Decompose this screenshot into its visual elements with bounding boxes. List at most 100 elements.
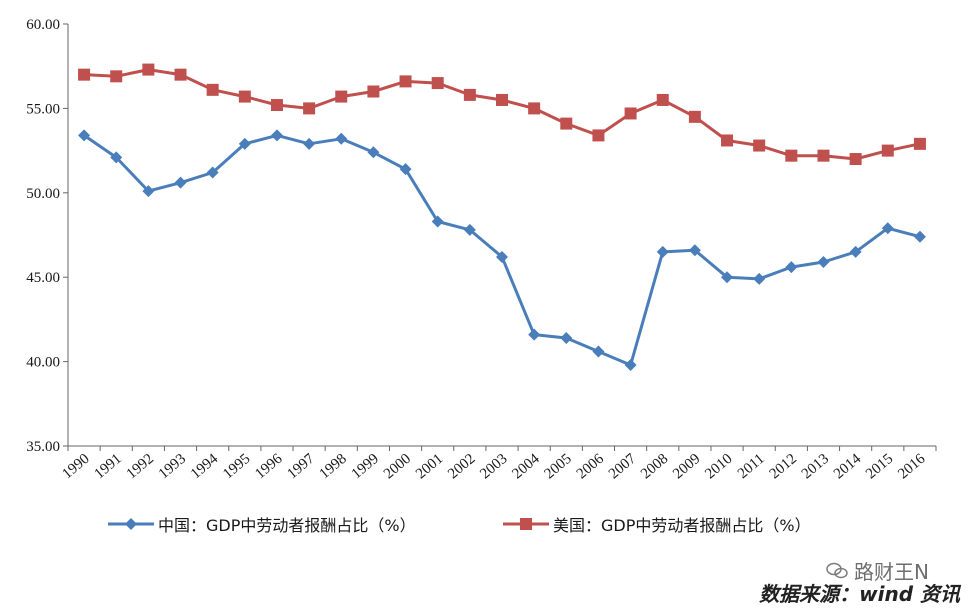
data-point-china: [560, 331, 573, 344]
x-tick-label: 2003: [477, 451, 510, 483]
legend: 中国：GDP中劳动者报酬占比（%） 美国：GDP中劳动者报酬占比（%）: [0, 512, 974, 542]
data-point-china: [399, 163, 412, 176]
data-point-usa: [592, 129, 605, 142]
data-point-usa: [881, 144, 894, 157]
data-point-china: [206, 166, 219, 179]
data-point-usa: [560, 117, 573, 130]
data-point-usa: [463, 88, 476, 101]
x-tick-label: 2016: [895, 450, 929, 482]
data-point-usa: [303, 102, 316, 115]
legend-label-china: 中国：GDP中劳动者报酬占比（%）: [158, 516, 416, 535]
data-point-usa: [688, 110, 701, 123]
data-point-usa: [721, 134, 734, 147]
data-point-usa: [335, 90, 348, 103]
y-tick-label: 45.00: [26, 270, 60, 286]
series-line-usa: [84, 68, 921, 161]
legend-item-china: 中国：GDP中劳动者报酬占比（%）: [108, 512, 416, 536]
watermark-text: 路财王N: [854, 560, 929, 584]
data-point-usa: [624, 107, 637, 120]
data-point-china: [335, 132, 348, 145]
x-tick-label: 2007: [606, 450, 640, 482]
legend-label-usa: 美国：GDP中劳动者报酬占比（%）: [553, 516, 811, 535]
x-tick-label: 2011: [735, 451, 768, 482]
data-point-china: [367, 146, 380, 159]
x-tick-label: 2008: [638, 451, 671, 483]
data-point-china: [721, 271, 734, 284]
x-tick-label: 2002: [445, 451, 478, 483]
x-tick-label: 2010: [702, 451, 735, 483]
data-point-china: [624, 358, 637, 371]
data-point-usa: [78, 68, 91, 81]
y-tick-label: 60.00: [26, 17, 60, 33]
data-point-china: [496, 250, 508, 263]
data-point-china: [817, 256, 830, 269]
x-tick-label: 1996: [252, 450, 286, 482]
data-point-china: [849, 245, 862, 258]
x-tick-label: 1999: [349, 451, 382, 483]
x-tick-label: 2004: [509, 450, 543, 482]
data-point-china: [656, 245, 669, 258]
legend-swatch-usa: [503, 518, 549, 530]
data-point-usa: [270, 99, 283, 112]
data-point-china: [463, 223, 476, 236]
x-tick-label: 2013: [799, 451, 832, 483]
series-layer: [78, 63, 926, 371]
data-point-usa: [528, 102, 541, 115]
x-tick-label: 1992: [124, 451, 157, 483]
x-tick-label: 1995: [220, 451, 253, 483]
data-point-china: [785, 261, 798, 274]
data-point-usa: [142, 63, 155, 76]
y-tick-label: 50.00: [26, 186, 60, 202]
x-tick-label: 1994: [188, 450, 222, 482]
x-tick-label: 1990: [59, 451, 92, 483]
data-point-usa: [913, 137, 926, 150]
x-tick-label: 2001: [413, 451, 446, 483]
source-note: 数据来源：wind 资讯: [759, 582, 960, 606]
data-point-usa: [431, 77, 444, 90]
x-tick-label: 1993: [156, 451, 189, 483]
x-tick-label: 2000: [381, 451, 414, 483]
y-tick-label: 55.00: [26, 101, 60, 117]
x-tick-label: 2009: [670, 451, 703, 483]
data-point-china: [142, 185, 155, 198]
data-point-china: [78, 129, 91, 142]
data-point-usa: [496, 93, 508, 106]
x-tick-label: 2014: [831, 450, 865, 482]
data-point-china: [881, 222, 894, 235]
x-tick-label: 1991: [92, 451, 125, 483]
data-point-china: [270, 129, 283, 142]
y-tick-label: 35.00: [26, 439, 60, 455]
data-point-usa: [238, 90, 251, 103]
legend-swatch-china: [108, 518, 154, 530]
data-point-china: [238, 137, 251, 150]
x-tick-label: 1998: [317, 451, 350, 483]
data-point-china: [688, 244, 701, 257]
data-point-usa: [174, 68, 187, 81]
data-point-china: [913, 230, 926, 243]
data-point-usa: [206, 83, 219, 96]
data-point-china: [431, 215, 444, 228]
data-point-china: [528, 328, 541, 341]
x-tick-label: 2005: [542, 451, 575, 483]
data-point-china: [110, 151, 123, 164]
data-point-china: [753, 272, 766, 285]
data-point-usa: [656, 93, 669, 106]
x-tick-label: 1997: [284, 450, 318, 482]
x-axis: 1990199119921993199419951996199719981999…: [59, 445, 937, 483]
legend-item-usa: 美国：GDP中劳动者报酬占比（%）: [503, 512, 811, 536]
wechat-icon: [826, 562, 848, 578]
x-tick-label: 2015: [863, 451, 896, 483]
data-point-usa: [753, 139, 766, 152]
data-point-china: [592, 345, 605, 358]
data-point-usa: [110, 70, 123, 83]
data-point-usa: [399, 75, 412, 88]
data-point-usa: [817, 149, 830, 162]
data-point-usa: [785, 149, 798, 162]
data-point-china: [174, 176, 187, 189]
watermark: 路财王N: [826, 556, 929, 585]
x-tick-label: 2006: [574, 450, 608, 482]
data-point-china: [303, 137, 316, 150]
y-tick-label: 40.00: [26, 355, 60, 371]
y-axis: 35.00 40.00 45.00 50.00 55.00 60.00: [26, 17, 69, 455]
data-point-usa: [849, 153, 862, 166]
